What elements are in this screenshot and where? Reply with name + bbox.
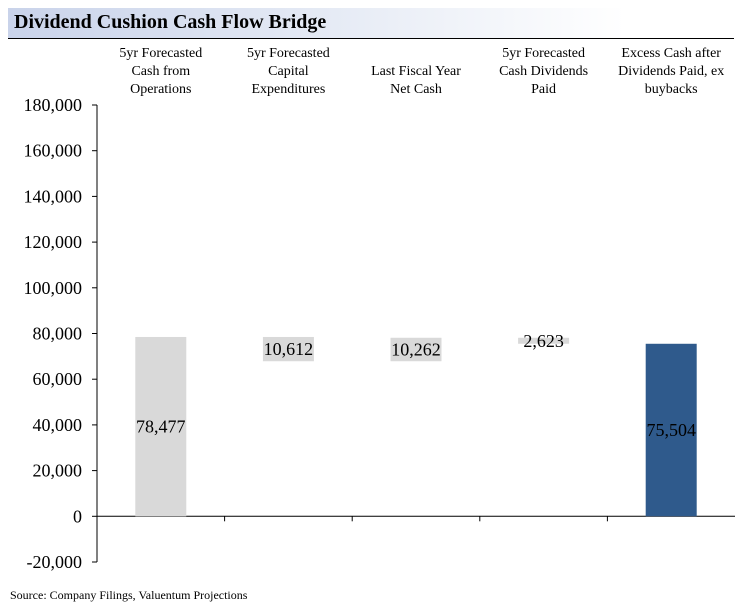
data-label: 10,262 (391, 340, 441, 360)
category-label: 5yr Forecasted Cash Dividends Paid (499, 46, 588, 97)
y-tick-label: 60,000 (33, 369, 83, 389)
y-tick-label: 100,000 (24, 278, 83, 298)
y-tick-label: -20,000 (27, 552, 83, 572)
y-tick-label: 140,000 (24, 186, 83, 206)
title-bar: Dividend Cushion Cash Flow Bridge (8, 8, 734, 39)
y-tick-label: 160,000 (24, 141, 83, 161)
data-label: 78,477 (136, 417, 186, 437)
bar (262, 336, 314, 362)
y-tick-label: 180,000 (24, 95, 83, 115)
y-tick-label: 40,000 (33, 415, 83, 435)
category-label: Excess Cash after Dividends Paid, ex buyba… (618, 46, 724, 97)
chart-title: Dividend Cushion Cash Flow Bridge (14, 11, 327, 33)
bar (135, 336, 187, 517)
y-tick-label: 0 (73, 506, 82, 526)
category-label: Last Fiscal Year Net Cash (371, 64, 461, 97)
bar (518, 337, 570, 344)
bar (645, 343, 697, 517)
data-label: 10,612 (264, 339, 314, 359)
y-tick-label: 80,000 (33, 324, 83, 344)
bar (390, 337, 442, 362)
y-tick-label: 120,000 (24, 232, 83, 252)
category-label: 5yr Forecasted Cash from Operations (119, 46, 202, 97)
y-tick-label: 20,000 (33, 461, 83, 481)
data-label: 75,504 (646, 420, 696, 440)
source-note: Source: Company Filings, Valuentum Proje… (10, 588, 248, 602)
category-label: 5yr Forecasted Capital Expenditures (247, 46, 330, 97)
data-label: 2,623 (523, 331, 564, 351)
